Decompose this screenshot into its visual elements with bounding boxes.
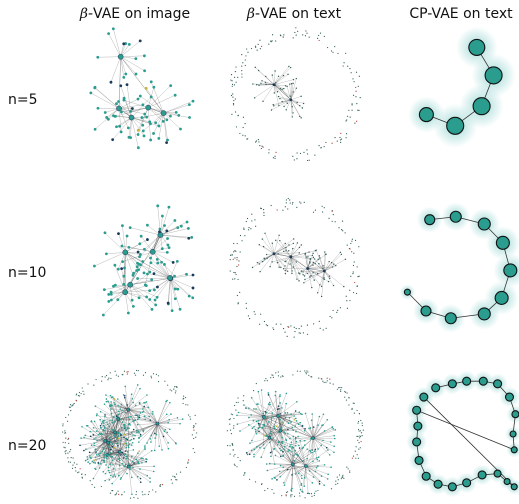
cluster-node bbox=[444, 312, 457, 325]
nodes bbox=[418, 38, 503, 135]
graph-canvas bbox=[399, 202, 519, 333]
nodes bbox=[62, 369, 198, 499]
cluster-node bbox=[446, 116, 465, 135]
graph-canvas bbox=[408, 26, 516, 148]
cluster-node bbox=[493, 379, 503, 389]
graph-canvas bbox=[62, 369, 198, 499]
panel-beta-image-n5 bbox=[65, 25, 195, 165]
nodes bbox=[226, 370, 364, 499]
edges bbox=[252, 233, 346, 297]
cluster-node bbox=[494, 290, 509, 305]
cluster-node bbox=[418, 107, 434, 123]
cluster-node bbox=[477, 217, 491, 231]
panel-cp-text-n20 bbox=[400, 368, 519, 500]
cluster-node bbox=[421, 471, 431, 481]
cluster-node bbox=[462, 376, 472, 386]
panel-cp-text-n10 bbox=[395, 195, 519, 340]
cluster-node bbox=[477, 470, 487, 480]
cluster-node bbox=[414, 455, 424, 465]
cluster-node bbox=[413, 421, 423, 431]
panel-cp-text-n5 bbox=[400, 25, 519, 165]
cluster-node bbox=[493, 469, 502, 478]
panel-beta-text-n20 bbox=[225, 368, 365, 500]
panel-beta-image-n20 bbox=[60, 368, 200, 500]
cluster-node bbox=[433, 479, 443, 489]
cluster-node bbox=[510, 483, 518, 491]
cluster-node bbox=[447, 482, 457, 492]
panel-beta-image-n10 bbox=[65, 195, 195, 340]
nodes bbox=[230, 27, 361, 162]
panel-beta-text-n10 bbox=[225, 195, 365, 340]
cluster-node bbox=[495, 235, 510, 250]
cluster-node bbox=[503, 477, 511, 486]
cluster-node bbox=[472, 97, 491, 116]
cluster-node bbox=[468, 38, 486, 56]
cluster-node bbox=[449, 210, 462, 223]
cluster-node bbox=[511, 410, 519, 419]
graph-canvas bbox=[226, 370, 364, 499]
cluster-node bbox=[504, 392, 515, 402]
nodes bbox=[89, 27, 195, 150]
column-title-beta-vae-text: β-VAE on text bbox=[219, 6, 369, 22]
nodes bbox=[229, 197, 360, 338]
column-title-cp-vae-text: CP-VAE on text bbox=[386, 6, 519, 22]
cluster-node bbox=[412, 405, 422, 415]
graph-canvas bbox=[89, 27, 195, 150]
cluster-node bbox=[484, 66, 503, 85]
graph-canvas bbox=[229, 197, 360, 338]
row-label-n20: n=20 bbox=[8, 438, 47, 454]
edges bbox=[94, 205, 194, 316]
cluster-node bbox=[412, 437, 422, 447]
title-rest: -VAE on text bbox=[254, 6, 342, 22]
cluster-node bbox=[403, 288, 411, 296]
cluster-node bbox=[477, 307, 491, 321]
column-title-beta-vae-image: β-VAE on image bbox=[60, 6, 210, 22]
cluster-node bbox=[431, 383, 441, 393]
cluster-node bbox=[424, 214, 436, 226]
title-rest: CP-VAE on text bbox=[409, 6, 513, 22]
row-label-n5: n=5 bbox=[8, 92, 38, 108]
cluster-node bbox=[503, 263, 518, 278]
cluster-node bbox=[447, 379, 457, 389]
beta-symbol: β bbox=[79, 6, 88, 22]
cluster-node bbox=[509, 430, 517, 438]
nodes bbox=[93, 204, 195, 317]
edges bbox=[252, 66, 304, 118]
cluster-node bbox=[510, 446, 518, 454]
cluster-node bbox=[419, 392, 429, 402]
row-label-n10: n=10 bbox=[8, 265, 47, 281]
edges bbox=[237, 389, 336, 494]
edges bbox=[90, 28, 194, 148]
graph-canvas bbox=[230, 27, 361, 162]
nodes bbox=[403, 210, 518, 325]
title-rest: -VAE on image bbox=[87, 6, 191, 22]
cluster-node bbox=[420, 305, 432, 317]
graph-canvas bbox=[93, 204, 195, 317]
beta-symbol: β bbox=[246, 6, 255, 22]
cluster-node bbox=[478, 376, 488, 386]
nodes bbox=[412, 376, 519, 492]
panel-beta-text-n5 bbox=[225, 25, 365, 165]
graph-canvas bbox=[406, 370, 519, 498]
cluster-node bbox=[462, 478, 472, 488]
